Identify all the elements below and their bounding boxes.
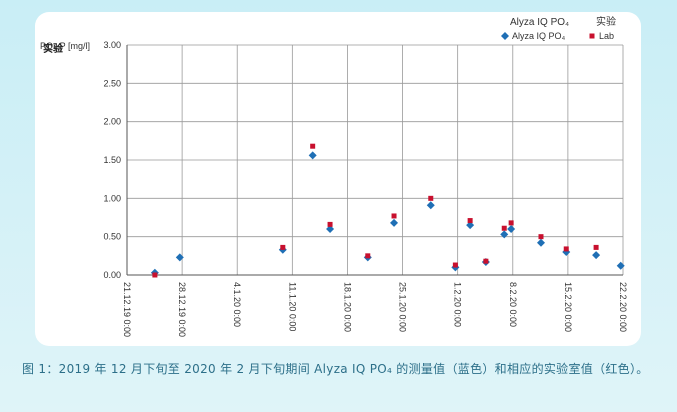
data-point	[390, 218, 399, 227]
data-point	[593, 244, 599, 250]
data-point	[428, 195, 434, 201]
data-point	[536, 238, 545, 247]
legend-title: Alyza IQ PO₄	[510, 17, 569, 28]
y-tick-label: 2.50	[103, 78, 121, 88]
data-point	[426, 201, 435, 210]
data-point	[563, 246, 569, 252]
data-point	[501, 32, 509, 40]
legend-title: 实验	[596, 15, 616, 28]
data-point	[500, 230, 509, 239]
data-point	[310, 143, 316, 149]
data-point	[508, 220, 514, 226]
data-point	[592, 251, 601, 260]
x-tick-label: 21.12.19 0:00	[122, 282, 132, 337]
data-point	[616, 261, 625, 270]
y-tick-label: 1.50	[103, 155, 121, 165]
data-point	[175, 253, 184, 262]
x-tick-label: 25.1.20 0:00	[398, 282, 408, 332]
data-point	[152, 272, 158, 278]
data-point	[507, 225, 516, 233]
data-point	[365, 253, 371, 259]
y-axis-label: PO₄-P [mg/l]	[40, 41, 90, 51]
data-point	[327, 221, 333, 227]
chart: PO₄-P [mg/l] 实验 Alyza IQ PO₄ 实验 0.00 0.50…	[40, 15, 628, 337]
data-point	[466, 221, 475, 230]
data-point	[326, 225, 335, 233]
data-point	[467, 218, 473, 224]
y-tick-label: 3.00	[103, 40, 121, 50]
x-tick-label: 8.2.20 0:00	[508, 282, 518, 327]
y-tick-label: 1.00	[103, 193, 121, 203]
x-tick-label: 1.2.20 0:00	[453, 282, 463, 327]
data-point	[538, 234, 544, 240]
data-point	[501, 225, 507, 231]
y-tick-label: 0.00	[103, 270, 121, 280]
chart-card	[35, 12, 641, 346]
legend-label: Lab	[599, 31, 614, 41]
data-point	[483, 258, 489, 264]
data-point	[391, 213, 397, 219]
data-point	[452, 262, 458, 268]
x-tick-label: 28.12.19 0:00	[177, 282, 187, 337]
y-tick-label: 0.50	[103, 232, 121, 242]
x-tick-label: 15.2.20 0:00	[563, 282, 573, 332]
x-tick-label: 18.1.20 0:00	[342, 282, 352, 332]
x-tick-label: 4.1.20 0:00	[232, 282, 242, 327]
annotation: 实验	[43, 42, 64, 55]
y-tick-label: 2.00	[103, 117, 121, 127]
x-tick-label: 11.1.20 0:00	[287, 282, 297, 331]
legend-label: Alyza IQ PO₄	[512, 31, 566, 41]
x-tick-label: 22.2.20 0:00	[618, 282, 628, 332]
data-point	[589, 33, 595, 39]
caption: 图 1：2019 年 12 月下旬至 2020 年 2 月下旬期间 Alyza …	[22, 362, 649, 376]
data-point	[308, 151, 317, 160]
data-point	[280, 244, 286, 250]
